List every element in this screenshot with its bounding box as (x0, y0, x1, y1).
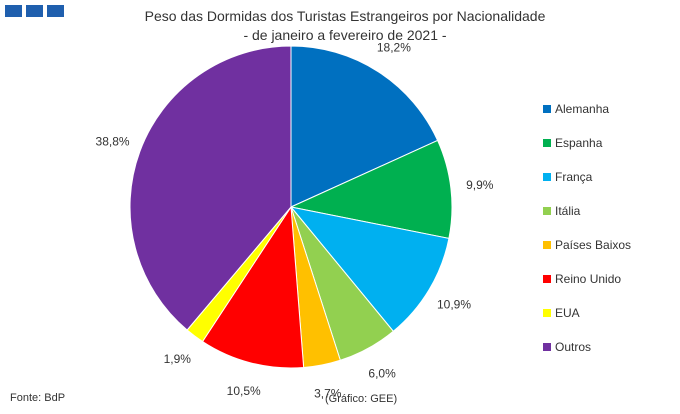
legend-swatch (543, 241, 551, 249)
legend-swatch (543, 309, 551, 317)
pie-slice-alemanha (290, 45, 439, 208)
slice-value-label: 10,5% (227, 384, 261, 398)
legend-swatch (543, 105, 551, 113)
slice-value-label: 18,2% (377, 40, 411, 54)
legend-item: Alemanha (543, 102, 631, 136)
pie-slice-frança (289, 206, 450, 333)
logo-block (47, 5, 64, 17)
source-note: Fonte: BdP (10, 392, 66, 404)
slice-value-label: 9,9% (466, 178, 494, 192)
legend-label: Alemanha (555, 102, 610, 116)
legend-label: Itália (555, 204, 581, 218)
logo-block (26, 5, 43, 17)
chart-title: Peso das Dormidas dos Turistas Estrangei… (144, 8, 546, 24)
legend-label: EUA (555, 306, 580, 320)
legend-item: Países Baixos (543, 238, 631, 272)
logo-block (5, 5, 22, 17)
legend-swatch (543, 343, 551, 351)
pie-slice-reino-unido (201, 205, 305, 369)
gee-logo (5, 5, 64, 17)
legend-swatch (543, 173, 551, 181)
legend-swatch (543, 275, 551, 283)
slice-value-label: 3,7% (314, 386, 342, 400)
chart-subtitle: - de janeiro a fevereiro de 2021 - (243, 27, 447, 43)
legend-label: Espanha (555, 136, 603, 150)
legend-item: França (543, 170, 631, 204)
slice-value-label: 1,9% (164, 352, 192, 366)
legend-item: Espanha (543, 136, 631, 170)
slice-value-label: 10,9% (437, 298, 471, 312)
legend-item: Itália (543, 204, 631, 238)
slice-value-label: 38,8% (96, 135, 130, 149)
legend-item: Reino Unido (543, 272, 631, 306)
chart-credit: (Gráfico: GEE) (325, 393, 398, 405)
legend-label: Outros (555, 340, 592, 354)
slice-value-label: 6,0% (368, 367, 396, 381)
pie-slice-espanha (289, 139, 453, 240)
pie-slice-outros (129, 45, 292, 331)
legend-label: Reino Unido (555, 272, 622, 286)
chart-legend: Alemanha Espanha França Itália Países Baixos… (543, 102, 631, 374)
legend-swatch (543, 207, 551, 215)
legend-label: Países Baixos (555, 238, 632, 252)
legend-item: EUA (543, 306, 631, 340)
legend-label: França (555, 170, 593, 184)
legend-item: Outros (543, 340, 631, 374)
legend-swatch (543, 139, 551, 147)
